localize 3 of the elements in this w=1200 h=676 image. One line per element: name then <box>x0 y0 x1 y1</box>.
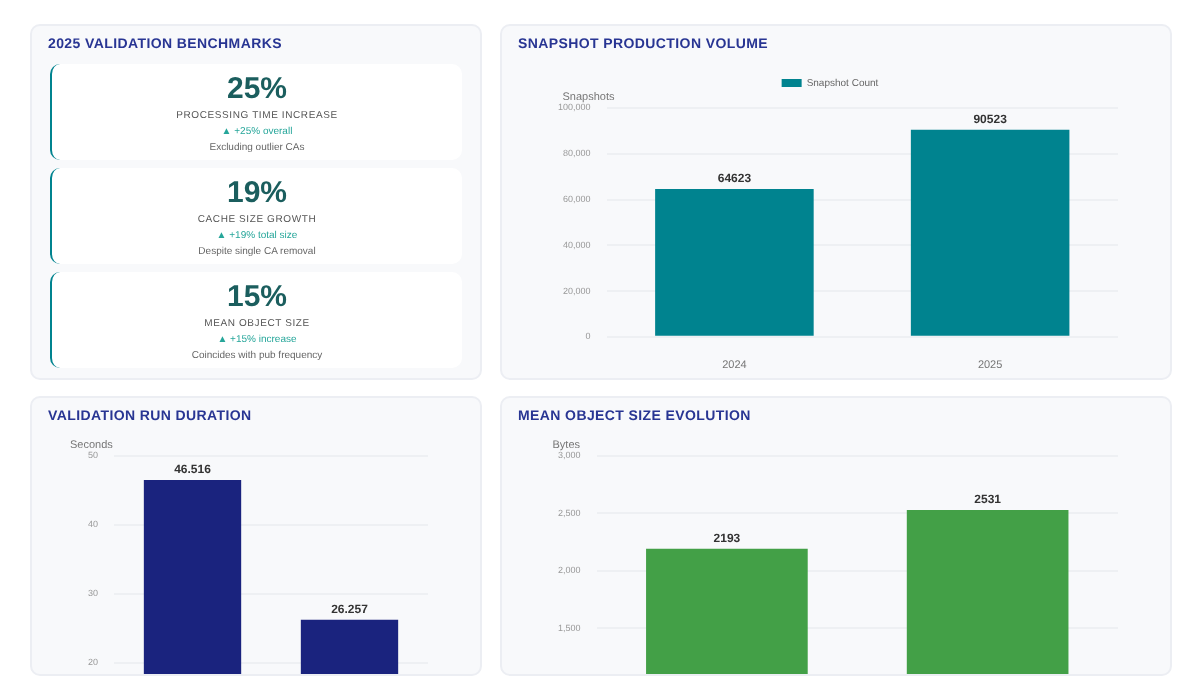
text: 15% <box>224 280 290 314</box>
text: 19% <box>224 176 290 210</box>
text: 25% <box>224 72 290 106</box>
